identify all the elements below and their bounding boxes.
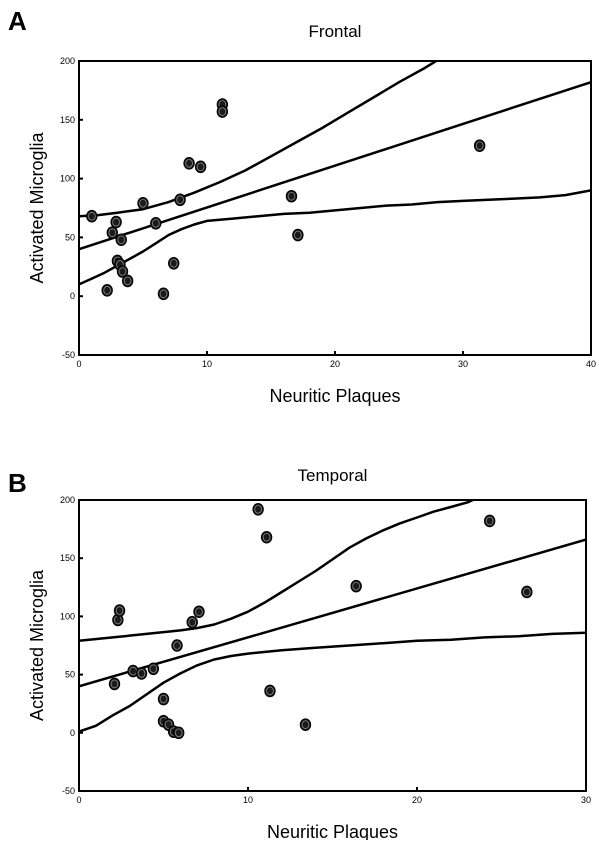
data-point: [110, 215, 122, 229]
x-tick-label: 20: [330, 359, 340, 369]
y-tick-label: 150: [60, 115, 75, 125]
data-point: [186, 615, 198, 629]
panel-letter-b: B: [8, 468, 27, 498]
y-axis-label: Activated Microglia: [27, 569, 47, 721]
x-axis-label: Neuritic Plaques: [269, 386, 400, 406]
data-point: [350, 579, 362, 593]
data-point: [115, 233, 127, 247]
y-tick-label: 200: [60, 495, 75, 505]
y-tick-label: 50: [65, 232, 75, 242]
data-point: [171, 639, 183, 652]
chart-title: Temporal: [298, 466, 368, 485]
data-point: [147, 662, 160, 676]
y-tick-label: 100: [60, 174, 75, 184]
plot-frame: [78, 60, 592, 356]
panel-b: B Temporal -50 0 50 100 150 200 0 10 20 30 Neuritic …: [0, 420, 599, 840]
data-point: [194, 160, 207, 174]
data-point: [473, 139, 486, 152]
data-point: [521, 585, 533, 599]
data-point: [101, 284, 113, 297]
y-tick-label: 200: [60, 56, 75, 66]
regression-line: [79, 80, 591, 251]
data-point: [137, 196, 149, 210]
data-point: [216, 105, 229, 118]
x-tick-label: 20: [412, 795, 422, 805]
data-point: [168, 256, 180, 270]
data-point: [260, 530, 273, 544]
data-point: [252, 503, 264, 516]
y-tick-label: 50: [65, 670, 75, 680]
panel-a: A Frontal -50 0 50 100 150 200 0 10 20 30 40 Neuritic…: [0, 0, 599, 420]
panel-letter-a: A: [8, 6, 27, 36]
x-tick-label: 0: [76, 359, 81, 369]
data-point: [193, 605, 205, 619]
data-point: [108, 677, 121, 691]
data-point: [135, 667, 148, 680]
x-tick-label: 30: [458, 359, 468, 369]
lower-confidence-band: [79, 631, 586, 733]
data-point: [121, 274, 134, 288]
data-point: [292, 228, 304, 242]
lower-confidence-band: [79, 189, 591, 286]
data-point: [183, 157, 195, 170]
data-point: [106, 226, 118, 239]
x-tick-label: 0: [76, 795, 81, 805]
x-axis-label: Neuritic Plaques: [267, 822, 398, 840]
y-tick-label: 0: [70, 291, 75, 301]
y-tick-label: 100: [60, 611, 75, 621]
regression-line: [79, 538, 586, 688]
data-point: [174, 193, 186, 207]
plot-frame: [78, 499, 587, 792]
y-tick-label: 150: [60, 553, 75, 563]
y-tick-label: 0: [70, 728, 75, 738]
data-point: [173, 726, 185, 740]
data-point: [150, 216, 162, 230]
chart-title: Frontal: [309, 22, 362, 41]
upper-confidence-band: [79, 61, 437, 218]
data-point: [299, 718, 312, 731]
y-axis-label: Activated Microglia: [27, 131, 47, 283]
y-tick-label: -50: [62, 786, 75, 796]
data-point: [113, 604, 126, 617]
x-tick-label: 10: [202, 359, 212, 369]
data-point: [86, 209, 98, 223]
data-point: [157, 287, 170, 301]
x-tick-label: 30: [581, 795, 591, 805]
data-point: [285, 189, 298, 203]
y-tick-label: -50: [62, 350, 75, 360]
data-point: [157, 692, 170, 706]
x-tick-label: 40: [586, 359, 596, 369]
data-point: [116, 265, 129, 278]
data-point: [483, 514, 496, 528]
x-tick-label: 10: [243, 795, 253, 805]
data-point: [264, 684, 276, 698]
upper-confidence-band: [79, 500, 474, 643]
